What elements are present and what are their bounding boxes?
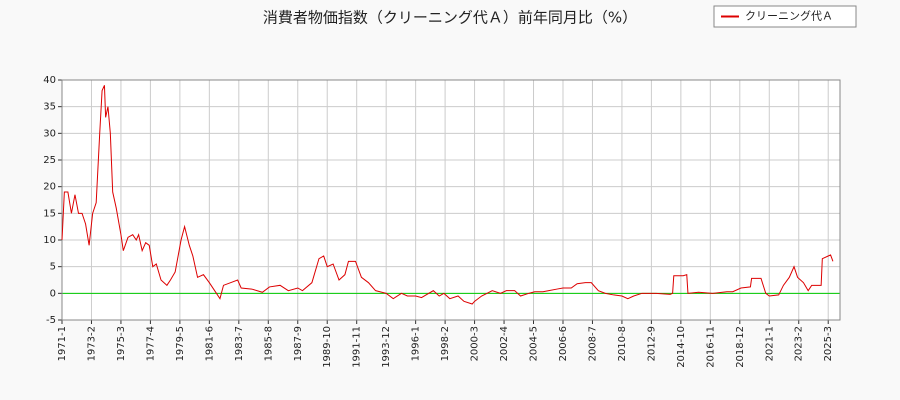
x-tick-label: 2016-11 — [705, 326, 716, 368]
plot-frame — [61, 79, 841, 321]
y-tick-label: 35 — [43, 102, 56, 113]
x-tick-label: 2012-9 — [646, 326, 657, 361]
plot-area — [62, 80, 840, 320]
y-tick-label: 20 — [43, 182, 56, 193]
y-tick-label: 0 — [50, 288, 56, 299]
y-tick-label: -5 — [46, 315, 56, 326]
x-tick-label: 2025-3 — [823, 326, 834, 361]
x-tick-label: 1996-1 — [411, 326, 422, 361]
y-tick-label: 10 — [43, 235, 56, 246]
x-tick-label: 2023-2 — [794, 326, 805, 361]
x-tick-label: 1985-8 — [263, 326, 274, 361]
x-tick-label: 2000-3 — [470, 326, 481, 361]
y-tick-label: 40 — [43, 75, 56, 86]
x-tick-label: 2014-10 — [676, 326, 687, 368]
x-tick-label: 1993-12 — [381, 326, 392, 368]
legend-box — [713, 5, 857, 28]
x-tick-label: 1983-7 — [234, 326, 245, 361]
x-tick-label: 1977-4 — [145, 326, 156, 361]
series-line — [61, 85, 834, 305]
x-tick-label: 2018-12 — [735, 326, 746, 368]
x-tick-label: 2008-7 — [587, 326, 598, 361]
x-tick-label: 1979-5 — [175, 326, 186, 361]
x-tick-label: 1987-9 — [293, 326, 304, 361]
x-tick-label: 2021-1 — [764, 326, 775, 361]
y-tick-label: 5 — [50, 262, 56, 273]
x-tick-label: 1989-10 — [322, 326, 333, 368]
x-tick-label: 1998-2 — [440, 326, 451, 361]
x-tick-label: 2010-8 — [617, 326, 628, 361]
x-tick-label: 1981-6 — [204, 326, 215, 361]
x-tick-label: 1971-1 — [57, 326, 68, 361]
x-tick-label: 1991-11 — [352, 326, 363, 368]
x-tick-label: 1973-2 — [86, 326, 97, 361]
x-tick-label: 2004-5 — [529, 326, 540, 361]
x-tick-label: 2006-6 — [558, 326, 569, 361]
x-tick-label: 1975-3 — [116, 326, 127, 361]
y-tick-label: 25 — [43, 155, 56, 166]
y-tick-label: 30 — [43, 128, 56, 139]
legend: クリーニング代Ａ — [713, 5, 857, 28]
y-tick-label: 15 — [43, 208, 56, 219]
x-tick-label: 2002-4 — [499, 326, 510, 361]
legend-label: クリーニング代Ａ — [745, 9, 833, 23]
chart-title: 消費者物価指数（クリーニング代Ａ）前年同月比（%） — [263, 9, 637, 27]
